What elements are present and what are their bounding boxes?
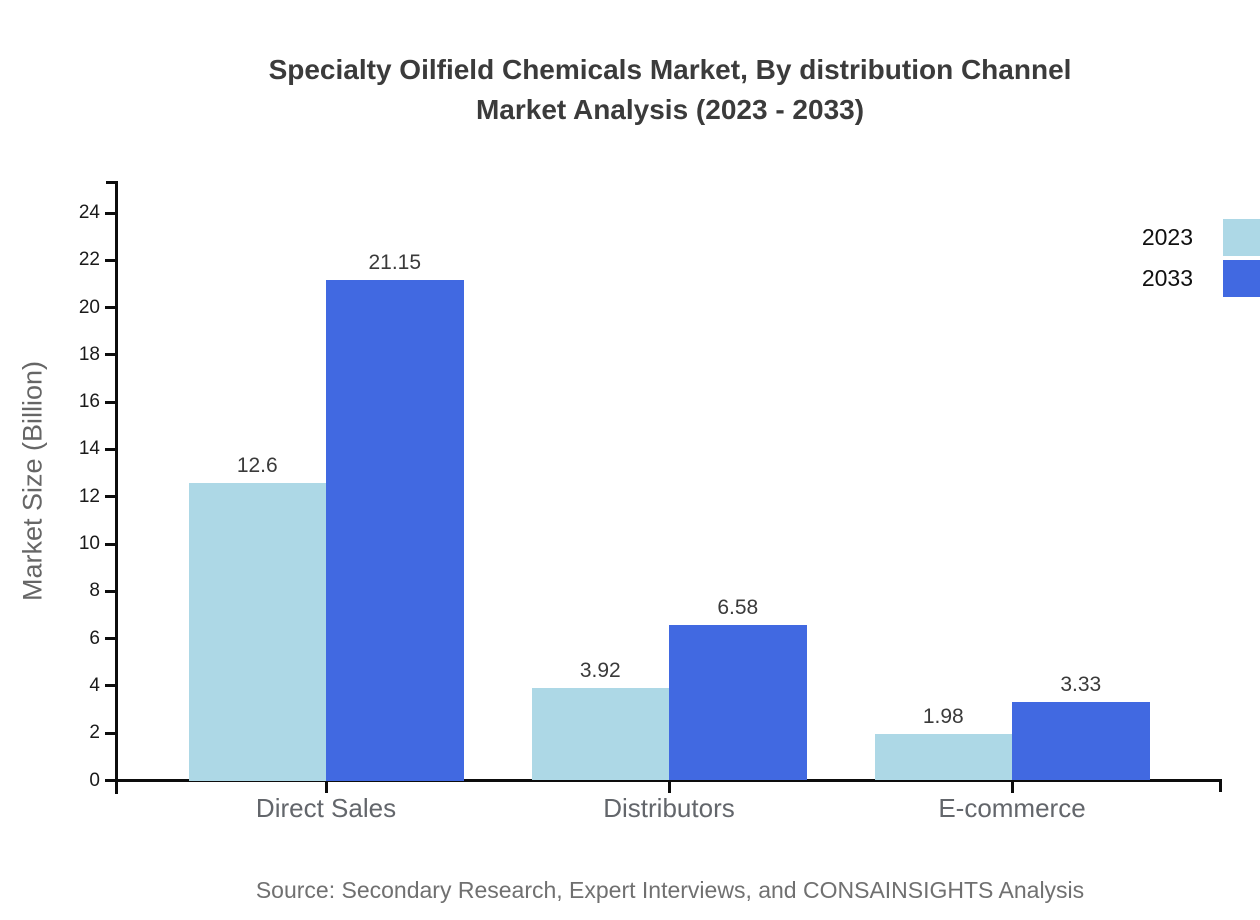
bar-value-label-2033-direct-sales: 21.15 <box>368 251 422 275</box>
y-tick-label: 14 <box>78 438 100 460</box>
y-tick-label: 20 <box>78 296 100 318</box>
y-tick <box>105 731 116 735</box>
chart-title-line1: Specialty Oilfield Chemicals Market, By … <box>268 54 1072 85</box>
bar-2023-e-commerce <box>874 733 1012 781</box>
y-tick-label: 4 <box>89 674 100 696</box>
category-label-distributors: Distributors <box>603 793 735 823</box>
y-tick-label: 16 <box>78 391 100 413</box>
y-tick-label: 18 <box>78 343 100 365</box>
chart-title-line2: Market Analysis (2023 - 2033) <box>475 94 865 125</box>
bar-value-label-2023-e-commerce: 1.98 <box>922 704 964 728</box>
y-axis-line <box>115 181 118 794</box>
source-note: Source: Secondary Research, Expert Inter… <box>255 877 1085 903</box>
y-tick-label: 8 <box>89 580 100 602</box>
x-axis-right-cap <box>1219 779 1222 792</box>
legend-swatch-2033 <box>1223 260 1260 297</box>
bar-value-label-2033-e-commerce: 3.33 <box>1060 672 1102 696</box>
bar-value-label-2023-distributors: 3.92 <box>579 658 621 682</box>
y-tick <box>105 400 116 404</box>
y-tick <box>105 211 116 215</box>
y-tick-label: 10 <box>78 533 100 555</box>
y-tick <box>105 589 116 593</box>
y-tick <box>105 258 116 262</box>
y-tick <box>105 779 116 782</box>
y-tick-label: 22 <box>78 249 100 271</box>
bar-2033-e-commerce <box>1012 701 1150 781</box>
y-tick-label: 12 <box>78 485 100 507</box>
bar-2033-distributors <box>669 624 807 781</box>
y-tick <box>105 637 116 641</box>
x-axis-line <box>108 779 1222 782</box>
category-label-e-commerce: E-commerce <box>938 793 1086 823</box>
bar-value-label-2033-distributors: 6.58 <box>717 595 759 619</box>
legend-label-2023: 2023 <box>1141 224 1193 250</box>
y-tick-label: 24 <box>78 202 100 223</box>
y-tick-label: 2 <box>89 722 100 744</box>
x-tick-distributors <box>667 781 671 793</box>
legend-swatch-2023 <box>1223 219 1260 256</box>
bar-2023-direct-sales <box>188 482 326 781</box>
y-axis-top-cap <box>106 181 118 184</box>
y-tick-label: 0 <box>89 769 100 791</box>
y-tick <box>105 542 116 546</box>
y-tick-label: 6 <box>89 627 100 649</box>
chart-title: Specialty Oilfield Chemicals Market, By … <box>80 50 1260 130</box>
category-label-direct-sales: Direct Sales <box>255 793 397 823</box>
y-tick <box>105 495 116 499</box>
bar-2033-direct-sales <box>326 280 464 781</box>
x-tick-direct-sales <box>324 781 328 793</box>
y-tick <box>105 306 116 310</box>
bar-2023-distributors <box>531 687 669 781</box>
y-tick <box>105 684 116 688</box>
bar-value-label-2023-direct-sales: 12.6 <box>236 453 278 477</box>
x-tick-e-commerce <box>1010 781 1014 793</box>
legend-label-2033: 2033 <box>1141 265 1193 291</box>
y-tick <box>105 447 116 451</box>
y-tick <box>105 353 116 357</box>
